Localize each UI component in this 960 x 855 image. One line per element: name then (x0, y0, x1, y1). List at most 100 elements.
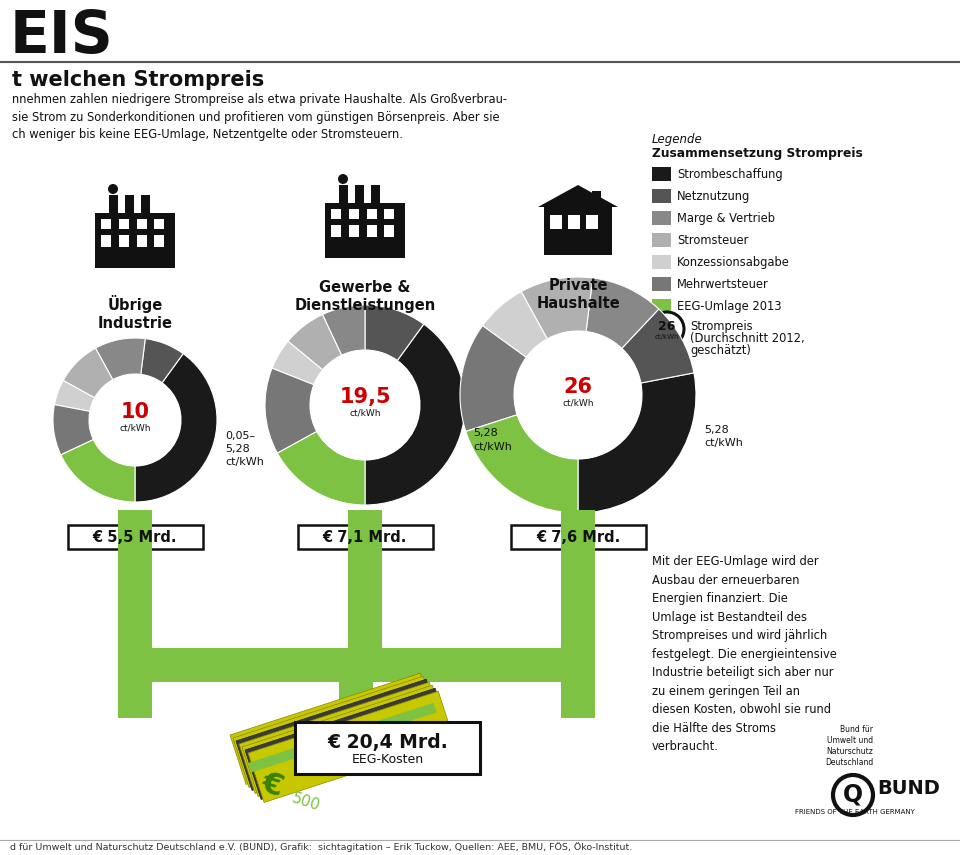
Bar (154, 235, 164, 247)
Bar (239, 682, 445, 793)
Text: Q: Q (843, 782, 863, 806)
Text: ct/kWh: ct/kWh (119, 423, 151, 433)
Text: Strombeschaffung: Strombeschaffung (677, 168, 782, 181)
Wedge shape (460, 326, 526, 432)
Bar (331, 225, 341, 237)
Bar (298, 525, 433, 549)
Bar (248, 703, 437, 773)
Text: EIS: EIS (10, 8, 113, 65)
Text: 26: 26 (659, 320, 676, 333)
Wedge shape (55, 380, 95, 411)
Bar (550, 215, 562, 229)
Text: Private
Haushalte: Private Haushalte (536, 278, 620, 311)
Wedge shape (63, 348, 113, 398)
Bar (339, 682, 373, 762)
Bar (295, 722, 480, 774)
Text: € 5,5 Mrd.: € 5,5 Mrd. (93, 529, 178, 545)
Wedge shape (277, 432, 365, 505)
Bar (652, 211, 671, 225)
Bar (331, 209, 341, 219)
Bar (384, 225, 394, 237)
Wedge shape (466, 415, 578, 513)
Text: 500: 500 (290, 790, 323, 814)
Bar (349, 209, 359, 219)
Bar (652, 255, 671, 269)
Wedge shape (622, 309, 694, 383)
Bar (119, 219, 129, 229)
Text: Konzessionsabgabe: Konzessionsabgabe (677, 256, 790, 269)
Text: ct/kWh: ct/kWh (349, 409, 381, 417)
Text: ct/kWh: ct/kWh (655, 334, 680, 340)
Text: 5,28
ct/kWh: 5,28 ct/kWh (704, 425, 743, 448)
Text: Mehrwertsteuer: Mehrwertsteuer (677, 278, 769, 291)
Circle shape (338, 174, 348, 184)
Text: Strompreis: Strompreis (690, 320, 753, 333)
Text: geschätzt): geschätzt) (690, 344, 751, 357)
Bar (118, 510, 152, 648)
Wedge shape (483, 292, 547, 357)
Bar (68, 525, 203, 549)
Wedge shape (365, 305, 423, 361)
Text: ct/kWh: ct/kWh (563, 398, 593, 408)
Bar (101, 235, 111, 247)
Bar (367, 209, 377, 219)
Polygon shape (538, 185, 618, 207)
Wedge shape (365, 324, 465, 505)
Bar (349, 225, 359, 237)
Bar (248, 691, 454, 803)
Text: (Durchschnitt 2012,: (Durchschnitt 2012, (690, 332, 804, 345)
Bar (137, 235, 147, 247)
Wedge shape (288, 315, 342, 370)
Bar (511, 525, 646, 549)
Bar (652, 277, 671, 291)
Text: FRIENDS OF THE EARTH GERMANY: FRIENDS OF THE EARTH GERMANY (795, 809, 915, 815)
Text: 0,05–
5,28
ct/kWh: 0,05– 5,28 ct/kWh (225, 431, 264, 467)
Text: Gewerbe &
Dienstleistungen: Gewerbe & Dienstleistungen (295, 280, 436, 313)
Text: EEG-Kosten: EEG-Kosten (352, 752, 424, 765)
Text: 10: 10 (121, 402, 150, 422)
Text: Stromsteuer: Stromsteuer (677, 234, 749, 247)
Bar (245, 688, 451, 799)
Text: € 7,1 Mrd.: € 7,1 Mrd. (323, 529, 407, 545)
Bar (118, 648, 595, 682)
Text: BUND: BUND (877, 779, 940, 798)
Bar (561, 510, 595, 648)
Bar (652, 167, 671, 181)
Bar (348, 510, 382, 648)
Text: 5,28
ct/kWh: 5,28 ct/kWh (473, 428, 512, 451)
Text: nnehmen zahlen niedrigere Strompreise als etwa private Haushalte. Als Großverbra: nnehmen zahlen niedrigere Strompreise al… (12, 93, 507, 141)
Bar (118, 648, 152, 718)
Bar (95, 213, 175, 268)
Text: Marge & Vertrieb: Marge & Vertrieb (677, 212, 775, 225)
Bar (141, 195, 150, 213)
Text: EEG-Umlage 2013: EEG-Umlage 2013 (677, 300, 781, 313)
Text: Zusammensetzung Strompreis: Zusammensetzung Strompreis (652, 147, 863, 160)
Bar (101, 219, 111, 229)
Text: Bund für
Umwelt und
Naturschutz
Deutschland: Bund für Umwelt und Naturschutz Deutschl… (825, 725, 873, 767)
Bar (236, 679, 443, 791)
Bar (137, 219, 147, 229)
Wedge shape (141, 339, 183, 383)
Text: 19,5: 19,5 (339, 387, 391, 407)
Text: Legende: Legende (652, 133, 703, 146)
Text: € 7,6 Mrd.: € 7,6 Mrd. (536, 529, 620, 545)
Text: Mit der EEG-Umlage wird der
Ausbau der erneuerbaren
Energien finanziert. Die
Uml: Mit der EEG-Umlage wird der Ausbau der e… (652, 555, 837, 753)
Bar (233, 676, 440, 787)
Bar (109, 195, 118, 213)
Bar (652, 189, 671, 203)
Bar (230, 673, 436, 784)
Wedge shape (521, 277, 592, 339)
Wedge shape (95, 338, 145, 380)
Bar (154, 219, 164, 229)
Bar (339, 185, 348, 203)
Wedge shape (53, 404, 93, 455)
Bar (242, 685, 448, 797)
Wedge shape (265, 369, 317, 453)
Text: d für Umwelt und Naturschutz Deutschland e.V. (BUND), Grafik:  sichtagitation – : d für Umwelt und Naturschutz Deutschland… (10, 842, 633, 852)
Text: €: € (258, 768, 287, 802)
Circle shape (514, 331, 642, 459)
Bar (325, 203, 405, 258)
Circle shape (89, 374, 181, 466)
Bar (561, 648, 595, 718)
Bar (384, 209, 394, 219)
